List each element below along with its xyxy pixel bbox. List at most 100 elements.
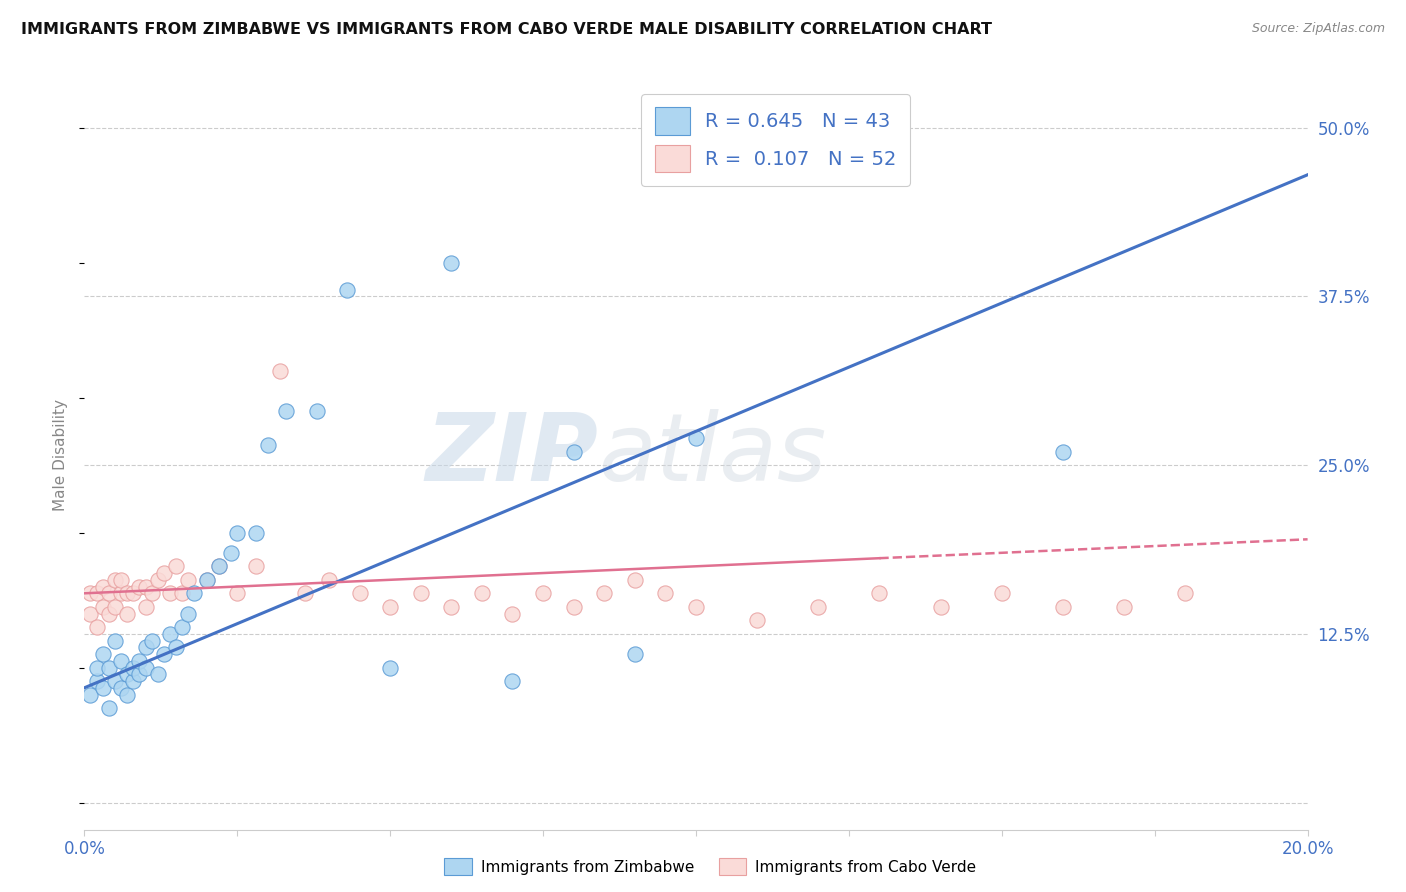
Point [269, 363, 291, 377]
Point [1114, 599, 1136, 614]
Point [128, 667, 150, 681]
Point [86, 660, 108, 674]
Point [172, 586, 194, 600]
Point [104, 674, 127, 689]
Point [128, 580, 150, 594]
Point [502, 674, 524, 689]
Point [226, 586, 249, 600]
Point [110, 586, 132, 600]
Text: atlas: atlas [598, 409, 827, 500]
Point [685, 599, 707, 614]
Point [624, 573, 647, 587]
Point [502, 607, 524, 621]
Point [747, 613, 769, 627]
Point [141, 586, 163, 600]
Point [141, 633, 163, 648]
Y-axis label: Male Disability: Male Disability [53, 399, 69, 511]
Point [336, 283, 359, 297]
Point [104, 633, 127, 648]
Point [380, 660, 402, 674]
Point [409, 586, 432, 600]
Point [208, 559, 231, 574]
Point [471, 586, 494, 600]
Point [1174, 586, 1197, 600]
Point [79, 586, 101, 600]
Point [208, 559, 231, 574]
Point [91, 647, 114, 661]
Point [122, 660, 145, 674]
Point [195, 573, 218, 587]
Point [257, 438, 280, 452]
Point [219, 546, 242, 560]
Point [165, 640, 187, 655]
Point [245, 559, 267, 574]
Point [276, 404, 298, 418]
Point [177, 573, 200, 587]
Point [349, 586, 371, 600]
Text: Immigrants from Zimbabwe: Immigrants from Zimbabwe [481, 860, 695, 874]
Point [115, 688, 138, 702]
Point [685, 431, 707, 445]
Point [104, 573, 127, 587]
Point [380, 599, 402, 614]
Point [91, 599, 114, 614]
Point [593, 586, 616, 600]
Point [110, 573, 132, 587]
Point [91, 681, 114, 695]
Point [177, 607, 200, 621]
Point [135, 640, 157, 655]
Point [97, 660, 120, 674]
Bar [444, 858, 472, 875]
Point [86, 674, 108, 689]
Point [1052, 599, 1074, 614]
Point [115, 667, 138, 681]
Point [654, 586, 676, 600]
Point [869, 586, 891, 600]
Point [294, 586, 316, 600]
Point [104, 599, 127, 614]
Point [135, 660, 157, 674]
Point [165, 559, 187, 574]
Point [146, 667, 169, 681]
Legend: R = 0.645   N = 43, R =  0.107   N = 52: R = 0.645 N = 43, R = 0.107 N = 52 [641, 94, 910, 186]
Point [110, 654, 132, 668]
Point [86, 620, 108, 634]
Point [122, 674, 145, 689]
Point [245, 525, 267, 540]
Bar [718, 858, 747, 875]
Point [807, 599, 830, 614]
Point [91, 580, 114, 594]
Point [115, 586, 138, 600]
Point [122, 586, 145, 600]
Point [440, 599, 463, 614]
Point [562, 444, 585, 458]
Point [153, 566, 176, 580]
Point [110, 681, 132, 695]
Point [305, 404, 328, 418]
Point [97, 701, 120, 715]
Point [97, 607, 120, 621]
Point [97, 586, 120, 600]
Point [172, 620, 194, 634]
Point [159, 627, 181, 641]
Text: IMMIGRANTS FROM ZIMBABWE VS IMMIGRANTS FROM CABO VERDE MALE DISABILITY CORRELATI: IMMIGRANTS FROM ZIMBABWE VS IMMIGRANTS F… [21, 22, 993, 37]
Text: Immigrants from Cabo Verde: Immigrants from Cabo Verde [755, 860, 976, 874]
Point [79, 607, 101, 621]
Point [226, 525, 249, 540]
Point [159, 586, 181, 600]
Point [128, 654, 150, 668]
Point [929, 599, 952, 614]
Point [991, 586, 1014, 600]
Point [115, 607, 138, 621]
Point [146, 573, 169, 587]
Point [562, 599, 585, 614]
Point [135, 580, 157, 594]
Point [79, 688, 101, 702]
Point [440, 255, 463, 269]
Point [135, 599, 157, 614]
Point [86, 586, 108, 600]
Text: ZIP: ZIP [425, 409, 598, 501]
Point [1052, 444, 1074, 458]
Point [531, 586, 554, 600]
Point [624, 647, 647, 661]
